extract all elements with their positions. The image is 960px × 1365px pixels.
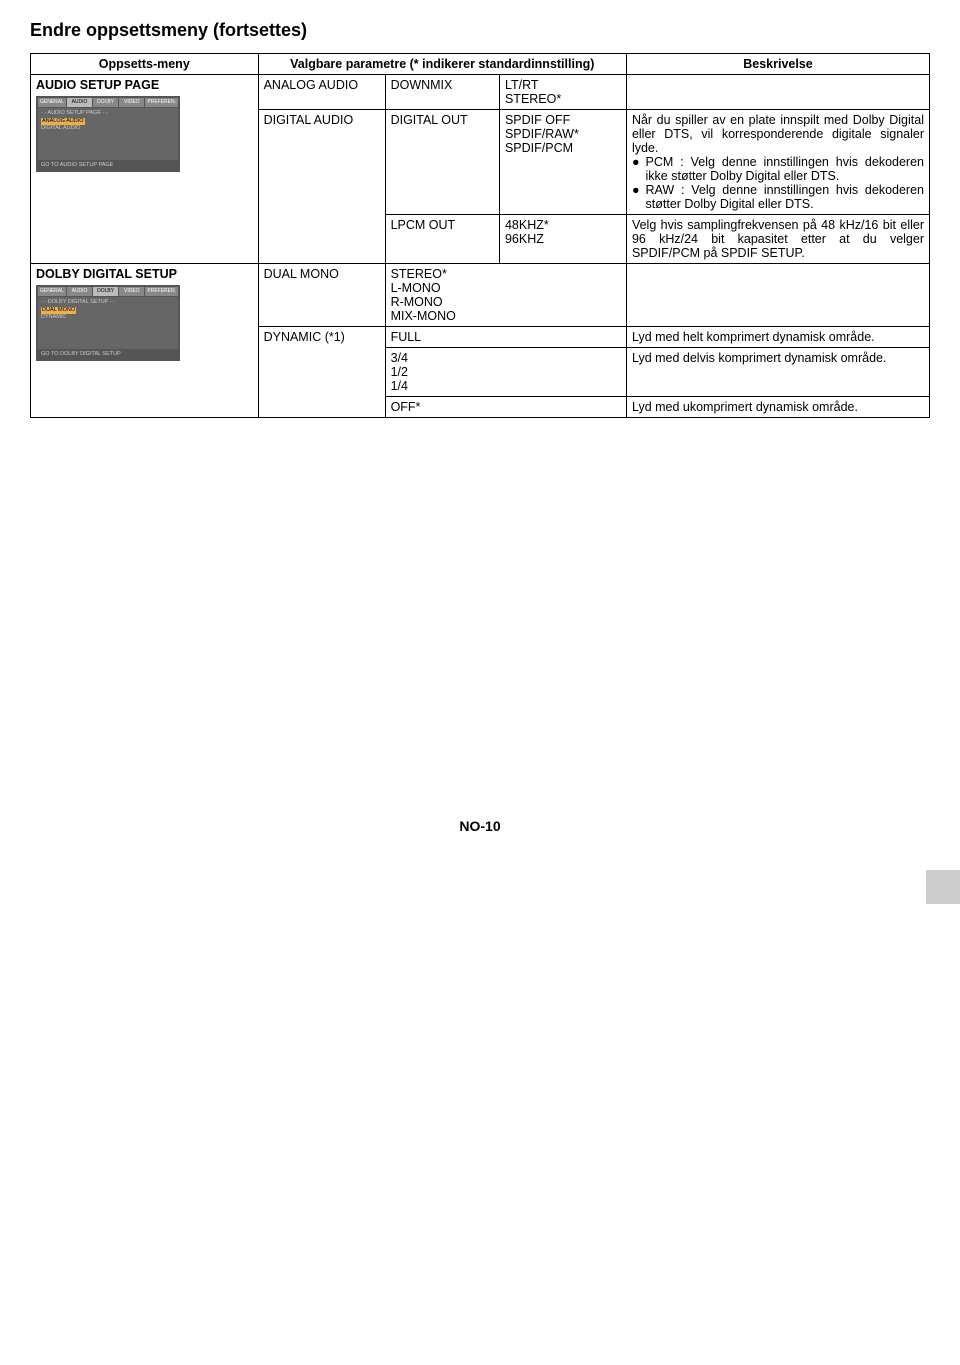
menu-header-text: - - AUDIO SETUP PAGE - - bbox=[41, 110, 175, 118]
menu-tab: GENERAL bbox=[38, 287, 66, 296]
header-desc: Beskrivelse bbox=[626, 54, 929, 75]
menu-tab: PREFEREN. bbox=[145, 98, 178, 107]
values-cell: 3/4 1/2 1/4 bbox=[385, 348, 626, 397]
param-cell: DUAL MONO bbox=[258, 264, 385, 327]
desc-cell: Velg hvis samplingfrekvensen på 48 kHz/1… bbox=[626, 215, 929, 264]
menu-tab: PREFEREN. bbox=[145, 287, 178, 296]
values-cell: OFF* bbox=[385, 397, 626, 418]
audio-setup-label: AUDIO SETUP PAGE bbox=[36, 78, 253, 92]
menu-tab: GENERAL bbox=[38, 98, 66, 107]
menu-tab: DOLBY bbox=[93, 98, 118, 107]
desc-cell: Lyd med ukomprimert dynamisk område. bbox=[626, 397, 929, 418]
desc-bullet: RAW : Velg denne innstillingen hvis deko… bbox=[646, 183, 924, 211]
menu-item: DIGITAL AUDIO bbox=[41, 125, 175, 133]
values-cell: LT/RT STEREO* bbox=[499, 75, 626, 110]
page-footer: NO-10 bbox=[30, 818, 930, 834]
values-cell: 48KHZ* 96KHZ bbox=[499, 215, 626, 264]
menu-item: ANALOG AUDIO bbox=[41, 118, 85, 126]
desc-cell bbox=[626, 264, 929, 327]
sub-cell: LPCM OUT bbox=[385, 215, 499, 264]
menu-tab: AUDIO bbox=[67, 287, 92, 296]
setup-table: Oppsetts-meny Valgbare parametre (* indi… bbox=[30, 53, 930, 418]
desc-cell: Når du spiller av en plate innspilt med … bbox=[626, 110, 929, 215]
menu-cell-dolby: DOLBY DIGITAL SETUP GENERAL AUDIO DOLBY … bbox=[31, 264, 259, 418]
desc-cell: Lyd med delvis komprimert dynamisk områd… bbox=[626, 348, 929, 397]
menu-item: DUAL MONO bbox=[41, 307, 76, 315]
menu-tab: VIDEO bbox=[119, 287, 144, 296]
values-cell: SPDIF OFF SPDIF/RAW* SPDIF/PCM bbox=[499, 110, 626, 215]
menu-footer-text: GO TO AUDIO SETUP PAGE bbox=[38, 160, 178, 170]
header-menu: Oppsetts-meny bbox=[31, 54, 259, 75]
menu-screenshot-audio: GENERAL AUDIO DOLBY VIDEO PREFEREN. - - … bbox=[36, 96, 180, 172]
param-cell: ANALOG AUDIO bbox=[258, 75, 385, 110]
side-tab-decoration bbox=[926, 870, 960, 904]
menu-tab: DOLBY bbox=[93, 287, 118, 296]
dolby-setup-label: DOLBY DIGITAL SETUP bbox=[36, 267, 253, 281]
menu-item: DYNAMIC bbox=[41, 314, 175, 322]
param-cell: DYNAMIC (*1) bbox=[258, 327, 385, 418]
sub-cell: DOWNMIX bbox=[385, 75, 499, 110]
values-cell: FULL bbox=[385, 327, 626, 348]
menu-footer-text: GO TO DOLBY DIGITAL SETUP bbox=[38, 349, 178, 359]
header-params: Valgbare parametre (* indikerer standard… bbox=[258, 54, 626, 75]
menu-tab: AUDIO bbox=[67, 98, 92, 107]
desc-cell bbox=[626, 75, 929, 110]
param-cell: DIGITAL AUDIO bbox=[258, 110, 385, 264]
values-cell: STEREO* L-MONO R-MONO MIX-MONO bbox=[385, 264, 626, 327]
page-title: Endre oppsettsmeny (fortsettes) bbox=[30, 20, 930, 41]
desc-text: Når du spiller av en plate innspilt med … bbox=[632, 113, 924, 155]
menu-header-text: - - DOLBY DIGITAL SETUP - - bbox=[41, 299, 175, 307]
desc-bullet: PCM : Velg denne innstillingen hvis deko… bbox=[646, 155, 924, 183]
menu-cell-audio: AUDIO SETUP PAGE GENERAL AUDIO DOLBY VID… bbox=[31, 75, 259, 264]
menu-screenshot-dolby: GENERAL AUDIO DOLBY VIDEO PREFEREN. - - … bbox=[36, 285, 180, 361]
sub-cell: DIGITAL OUT bbox=[385, 110, 499, 215]
desc-cell: Lyd med helt komprimert dynamisk område. bbox=[626, 327, 929, 348]
menu-tab: VIDEO bbox=[119, 98, 144, 107]
